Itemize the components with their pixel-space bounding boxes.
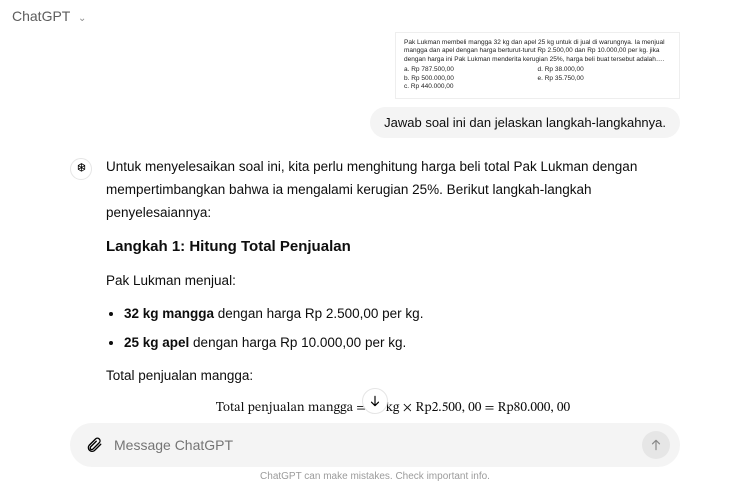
- tpm-label: Total penjualan mangga:: [106, 365, 680, 388]
- conversation: Pak Lukman membeli mangga 32 kg dan apel…: [0, 32, 750, 428]
- sell-list: 32 kg mangga dengan harga Rp 2.500,00 pe…: [124, 303, 680, 355]
- problem-text: Pak Lukman membeli mangga 32 kg dan apel…: [404, 39, 671, 64]
- model-selector[interactable]: ChatGPT ⌄: [12, 8, 86, 24]
- li1-strong: 32 kg mangga: [124, 306, 214, 321]
- user-attachment-image[interactable]: Pak Lukman membeli mangga 32 kg dan apel…: [395, 32, 680, 99]
- math-mangga: Total penjualan mangga = 32 kg × Rp2.500…: [106, 398, 680, 421]
- list-item: 32 kg mangga dengan harga Rp 2.500,00 pe…: [124, 303, 680, 326]
- arrow-up-icon: [649, 438, 663, 452]
- user-text-bubble: Jawab soal ini dan jelaskan langkah-lang…: [370, 107, 680, 138]
- sells-label: Pak Lukman menjual:: [106, 270, 680, 293]
- header: ChatGPT ⌄: [0, 0, 750, 32]
- openai-icon: [75, 162, 88, 175]
- paperclip-icon: [85, 436, 103, 454]
- user-message: Pak Lukman membeli mangga 32 kg dan apel…: [70, 32, 680, 138]
- li2-rest: dengan harga Rp 10.000,00 per kg.: [189, 335, 406, 350]
- assistant-intro: Untuk menyelesaikan soal ini, kita perlu…: [106, 156, 680, 225]
- send-button[interactable]: [642, 431, 670, 459]
- li2-strong: 25 kg apel: [124, 335, 189, 350]
- assistant-body: Untuk menyelesaikan soal ini, kita perlu…: [106, 156, 680, 428]
- option-e: e. Rp 35.750,00: [538, 75, 672, 83]
- list-item: 25 kg apel dengan harga Rp 10.000,00 per…: [124, 332, 680, 355]
- message-input[interactable]: [108, 433, 642, 457]
- step-1-heading: Langkah 1: Hitung Total Penjualan: [106, 234, 680, 260]
- chevron-down-icon: ⌄: [78, 13, 86, 24]
- li1-rest: dengan harga Rp 2.500,00 per kg.: [214, 306, 423, 321]
- model-name: ChatGPT: [12, 8, 70, 24]
- assistant-avatar: [70, 158, 92, 180]
- composer: [70, 423, 680, 467]
- option-c: c. Rp 440.000,00: [404, 83, 538, 91]
- composer-area: ChatGPT can make mistakes. Check importa…: [70, 423, 680, 482]
- arrow-down-icon: [368, 394, 382, 408]
- scroll-to-bottom-button[interactable]: [362, 388, 388, 414]
- attach-button[interactable]: [80, 431, 108, 459]
- option-d: d. Rp 38.000,00: [538, 66, 672, 74]
- option-b: b. Rp 500.000,00: [404, 75, 538, 83]
- footer-disclaimer: ChatGPT can make mistakes. Check importa…: [70, 471, 680, 482]
- option-a: a. Rp 787.500,00: [404, 66, 538, 74]
- problem-options: a. Rp 787.500,00 b. Rp 500.000,00 c. Rp …: [404, 66, 671, 91]
